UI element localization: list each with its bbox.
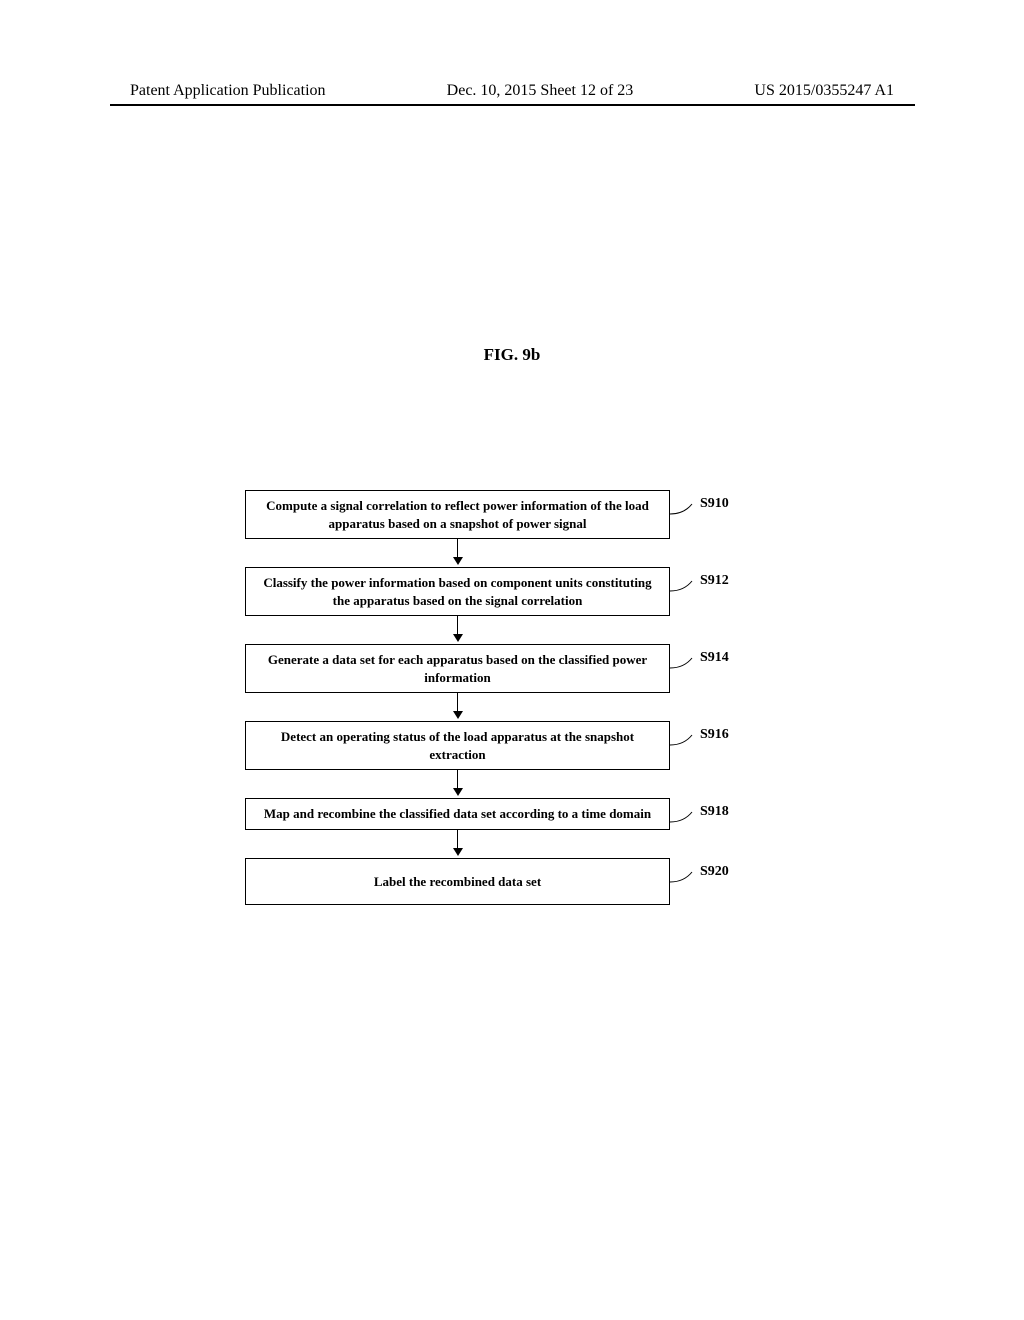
header-patent-number: US 2015/0355247 A1 — [754, 82, 894, 100]
flow-arrow — [245, 830, 670, 858]
label-connector — [670, 810, 698, 824]
flow-label: S912 — [700, 573, 729, 589]
figure-title: FIG. 9b — [0, 345, 1024, 365]
flow-label: S920 — [700, 864, 729, 880]
flow-box: Map and recombine the classified data se… — [245, 798, 670, 830]
label-connector — [670, 502, 698, 516]
flow-label: S918 — [700, 804, 729, 820]
flowchart-container: Compute a signal correlation to reflect … — [245, 490, 775, 905]
flow-label: S910 — [700, 496, 729, 512]
flow-arrow — [245, 616, 670, 644]
header-publication: Patent Application Publication — [130, 82, 326, 100]
flow-label: S916 — [700, 727, 729, 743]
flow-label: S914 — [700, 650, 729, 666]
flow-box: Label the recombined data set — [245, 858, 670, 906]
label-connector — [670, 733, 698, 747]
flow-step: Detect an operating status of the load a… — [245, 721, 775, 770]
flow-box: Generate a data set for each apparatus b… — [245, 644, 670, 693]
flow-step: Label the recombined data set S920 — [245, 858, 775, 906]
header-divider — [110, 104, 915, 106]
flow-box: Compute a signal correlation to reflect … — [245, 490, 670, 539]
label-connector — [670, 579, 698, 593]
flow-arrow — [245, 770, 670, 798]
flow-arrow — [245, 539, 670, 567]
flow-step: Map and recombine the classified data se… — [245, 798, 775, 830]
label-connector — [670, 656, 698, 670]
flow-arrow — [245, 693, 670, 721]
page-header: Patent Application Publication Dec. 10, … — [0, 82, 1024, 100]
flow-step: Classify the power information based on … — [245, 567, 775, 616]
flow-box: Classify the power information based on … — [245, 567, 670, 616]
flow-step: Compute a signal correlation to reflect … — [245, 490, 775, 539]
flow-step: Generate a data set for each apparatus b… — [245, 644, 775, 693]
flow-box: Detect an operating status of the load a… — [245, 721, 670, 770]
header-date-sheet: Dec. 10, 2015 Sheet 12 of 23 — [447, 82, 634, 100]
label-connector — [670, 870, 698, 884]
